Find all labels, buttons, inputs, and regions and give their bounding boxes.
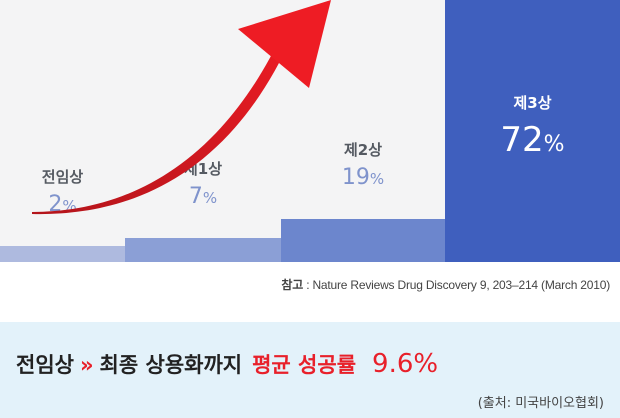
summary-headline: 전임상» 최종 상용화까지 평균 성공률 9.6%: [16, 349, 438, 379]
bar-1: [0, 246, 125, 262]
stage-value-4: 72%: [500, 120, 565, 160]
reference-note: 참고 : Nature Reviews Drug Discovery 9, 20…: [281, 276, 610, 293]
summary-banner: [0, 322, 620, 418]
headline-highlight: 평균 성공률: [252, 353, 357, 377]
bar-4: [445, 0, 620, 262]
reference-text: : Nature Reviews Drug Discovery 9, 203–2…: [306, 278, 610, 292]
headline-separator: »: [79, 353, 94, 377]
headline-from: 전임상: [16, 353, 74, 377]
headline-rate: 9.6%: [372, 349, 439, 379]
bar-3: [281, 219, 445, 262]
stage-value-3: 19%: [341, 165, 385, 190]
reference-label: 참고: [281, 278, 304, 292]
headline-middle: 최종 상용화까지: [99, 353, 243, 377]
stage-value-2: 7%: [188, 184, 218, 209]
stage-label-3: 제2상: [343, 141, 383, 159]
bar-2: [125, 238, 281, 262]
stage-label-4: 제3상: [513, 94, 552, 112]
source-note: (출처: 미국바이오협회): [477, 396, 604, 411]
stage-label-1: 전임상: [41, 168, 84, 186]
growth-arrow-icon: [32, 0, 331, 215]
